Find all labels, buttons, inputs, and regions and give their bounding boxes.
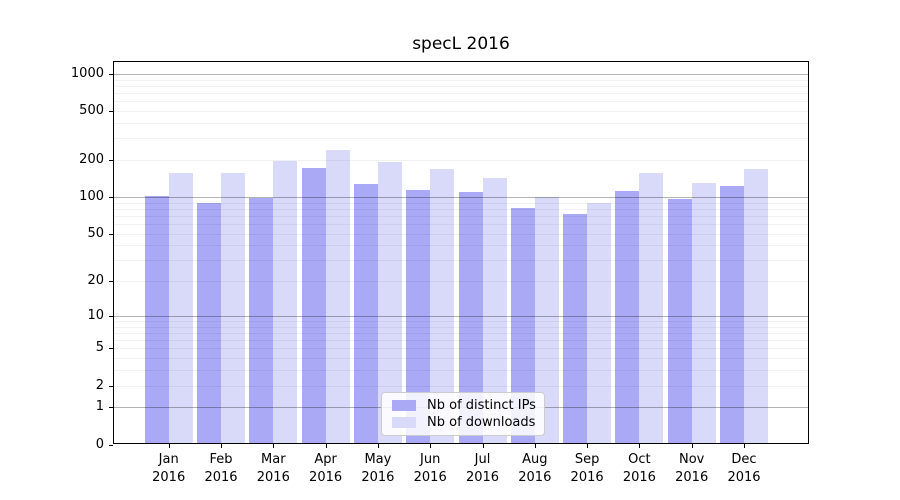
bar-distinct-ips-jan	[144, 195, 169, 443]
x-tick-nov	[691, 444, 693, 448]
bar-distinct-ips-oct	[615, 191, 640, 443]
bar-downloads-dec	[744, 169, 768, 443]
legend-label-distinct-ips: Nb of distinct IPs	[427, 398, 536, 413]
y-tick-50	[109, 233, 113, 235]
gridline-300	[114, 138, 808, 140]
y-tick-label-100: 100	[79, 189, 104, 204]
bar-distinct-ips-mar	[249, 198, 274, 443]
x-tick-aug	[534, 444, 536, 448]
y-tick-label-1: 1	[95, 399, 104, 415]
bar-distinct-ips-feb	[197, 202, 221, 443]
gridline-1000	[114, 73, 808, 75]
x-tick-apr	[325, 444, 327, 448]
bar-downloads-mar	[273, 161, 298, 443]
x-tick-label-dec: Dec 2016	[727, 452, 761, 485]
y-tick-500	[109, 111, 113, 113]
y-tick-100	[109, 197, 113, 198]
bar-downloads-feb	[221, 173, 245, 443]
y-tick-label-5: 5	[95, 340, 104, 356]
legend-entry-downloads: Nb of downloads	[390, 415, 536, 430]
y-tick-label-1000: 1000	[70, 65, 104, 81]
y-tick-label-2: 2	[95, 377, 104, 393]
plot-area: Jan 2016 Feb 2016 Mar 2016 Apr 2016 May 2016 Jun 20…	[71, 61, 809, 485]
y-tick-200	[109, 160, 113, 162]
bar-distinct-ips-may	[353, 184, 378, 443]
x-tick-label-apr: Apr 2016	[309, 452, 343, 485]
x-tick-label-aug: Aug 2016	[518, 452, 552, 485]
gridline-900	[114, 79, 808, 81]
y-tick-label-0: 0	[95, 436, 104, 452]
bar-distinct-ips-nov	[667, 198, 692, 443]
x-tick-label-feb: Feb 2016	[204, 452, 238, 485]
x-tick-jan	[168, 444, 170, 448]
y-tick-10	[109, 315, 113, 317]
x-tick-oct	[639, 444, 641, 448]
x-tick-label-sep: Sep 2016	[570, 452, 604, 485]
legend-entry-distinct-ips: Nb of distinct IPs	[390, 398, 536, 413]
x-tick-label-jan: Jan 2016	[152, 452, 186, 485]
y-tick-label-10: 10	[87, 307, 104, 323]
y-tick-0	[109, 444, 113, 446]
y-tick-label-50: 50	[87, 225, 104, 241]
x-tick-sep	[587, 444, 589, 448]
y-tick-label-20: 20	[87, 273, 104, 289]
gridline-700	[114, 93, 808, 95]
x-tick-label-jun: Jun 2016	[413, 452, 447, 485]
chart-title: specL 2016	[412, 34, 510, 54]
legend-swatch-distinct-ips	[392, 400, 416, 411]
x-tick-mar	[273, 444, 275, 448]
x-tick-dec	[744, 444, 745, 448]
gridline-500	[114, 111, 808, 113]
x-tick-jul	[482, 444, 484, 448]
x-tick-jun	[430, 444, 432, 448]
x-tick-label-oct: Oct 2016	[622, 452, 656, 485]
x-tick-may	[377, 444, 379, 448]
bar-downloads-jan	[168, 173, 193, 443]
y-tick-1000	[109, 73, 113, 75]
x-tick-label-jul: Jul 2016	[465, 452, 500, 485]
bar-downloads-oct	[639, 173, 664, 443]
bar-distinct-ips-sep	[563, 213, 588, 443]
bar-downloads-sep	[587, 202, 612, 443]
legend-swatch-downloads	[392, 417, 416, 428]
y-tick-2	[109, 385, 113, 387]
gridline-200	[114, 160, 808, 162]
y-tick-label-200: 200	[79, 152, 104, 168]
x-tick-label-mar: Mar 2016	[256, 452, 290, 485]
x-tick-label-may: May 2016	[361, 452, 395, 485]
x-tick-feb	[221, 444, 222, 448]
y-tick-1	[109, 407, 113, 409]
gridline-600	[114, 101, 808, 103]
y-tick-20	[109, 281, 113, 283]
bar-distinct-ips-apr	[301, 168, 326, 443]
bar-downloads-apr	[325, 149, 350, 443]
gridline-800	[114, 85, 808, 87]
bar-downloads-nov	[691, 183, 716, 443]
y-tick-label-500: 500	[79, 103, 104, 119]
gridline-400	[114, 123, 808, 124]
y-tick-5	[109, 348, 113, 350]
bar-distinct-ips-dec	[720, 186, 744, 443]
legend: Nb of distinct IPs Nb of downloads	[381, 392, 545, 436]
x-tick-label-nov: Nov 2016	[675, 452, 709, 485]
legend-label-downloads: Nb of downloads	[427, 415, 536, 430]
